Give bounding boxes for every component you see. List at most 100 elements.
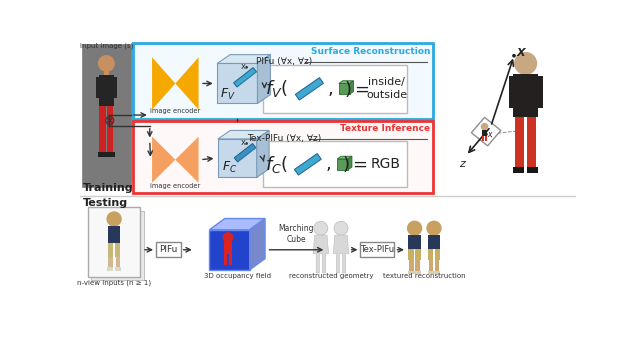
- Bar: [415, 249, 421, 260]
- Polygon shape: [152, 57, 175, 110]
- Circle shape: [513, 54, 515, 57]
- Bar: [408, 270, 415, 274]
- Bar: [106, 152, 115, 157]
- Polygon shape: [234, 68, 257, 87]
- Circle shape: [107, 212, 121, 226]
- Polygon shape: [209, 218, 265, 230]
- Polygon shape: [294, 154, 321, 175]
- Text: reconstructed geometry: reconstructed geometry: [289, 273, 373, 279]
- Bar: [409, 260, 414, 270]
- Bar: [116, 257, 120, 267]
- Bar: [113, 76, 117, 98]
- Text: image encoder: image encoder: [150, 183, 200, 189]
- Bar: [224, 242, 232, 254]
- Bar: [132, 121, 433, 193]
- Bar: [428, 249, 433, 260]
- Text: Training: Training: [83, 183, 134, 193]
- Bar: [429, 260, 433, 270]
- Circle shape: [314, 221, 328, 235]
- Polygon shape: [472, 117, 501, 146]
- Text: $f_V($: $f_V($: [266, 78, 289, 99]
- Text: inside/
outside: inside/ outside: [366, 77, 408, 101]
- Text: Tex-PIFu (∀x, ∀z): Tex-PIFu (∀x, ∀z): [246, 134, 321, 143]
- Text: z: z: [459, 159, 465, 169]
- Bar: [95, 76, 99, 98]
- Polygon shape: [250, 218, 265, 270]
- Polygon shape: [152, 136, 175, 183]
- Bar: [83, 44, 131, 187]
- Bar: [434, 270, 440, 274]
- Bar: [108, 243, 113, 257]
- Bar: [108, 257, 113, 267]
- Text: ': ': [491, 135, 492, 140]
- Text: $F_V$: $F_V$: [220, 87, 236, 102]
- Polygon shape: [218, 131, 269, 139]
- Text: $\otimes$: $\otimes$: [103, 114, 116, 128]
- Bar: [115, 267, 121, 271]
- Text: PIFu: PIFu: [159, 245, 177, 254]
- Text: PIFu (∀x, ∀z): PIFu (∀x, ∀z): [256, 57, 312, 66]
- Text: $f_C($: $f_C($: [265, 154, 289, 175]
- Circle shape: [481, 124, 488, 130]
- Bar: [99, 75, 114, 106]
- Text: n-view inputs (n ≥ 1): n-view inputs (n ≥ 1): [77, 280, 151, 286]
- Text: $,$: $,$: [325, 155, 331, 173]
- Bar: [131, 48, 134, 183]
- Polygon shape: [175, 57, 198, 110]
- Text: RGB: RGB: [371, 157, 401, 171]
- Bar: [91, 210, 143, 280]
- Text: textured reconstruction: textured reconstruction: [383, 273, 465, 279]
- Circle shape: [515, 53, 536, 74]
- Polygon shape: [257, 55, 270, 104]
- Bar: [513, 166, 524, 173]
- Circle shape: [246, 143, 247, 144]
- Polygon shape: [348, 156, 352, 170]
- Text: $F_C$: $F_C$: [222, 160, 237, 175]
- Text: x: x: [241, 62, 246, 71]
- Bar: [485, 136, 487, 141]
- Text: $,$: $,$: [326, 80, 333, 98]
- Bar: [415, 270, 421, 274]
- Polygon shape: [175, 136, 198, 183]
- Polygon shape: [234, 143, 256, 162]
- Bar: [218, 139, 257, 177]
- Bar: [513, 74, 538, 117]
- Circle shape: [408, 221, 422, 235]
- Bar: [415, 260, 420, 270]
- Bar: [339, 83, 349, 94]
- Text: $) =$: $) =$: [344, 79, 369, 99]
- Text: Testing: Testing: [83, 198, 128, 208]
- Bar: [428, 270, 434, 274]
- Text: Surface Reconstruction: Surface Reconstruction: [311, 46, 430, 55]
- Polygon shape: [237, 70, 259, 87]
- Bar: [263, 141, 407, 187]
- Bar: [217, 64, 257, 104]
- Bar: [98, 152, 106, 157]
- Bar: [132, 43, 433, 119]
- Bar: [482, 130, 487, 136]
- Polygon shape: [217, 55, 270, 64]
- Text: X: X: [516, 49, 525, 58]
- Bar: [435, 260, 440, 270]
- Bar: [360, 242, 394, 258]
- Circle shape: [334, 221, 348, 235]
- Bar: [107, 106, 113, 152]
- Bar: [115, 243, 120, 257]
- Bar: [527, 166, 538, 173]
- Polygon shape: [313, 235, 328, 273]
- Polygon shape: [298, 158, 324, 175]
- Bar: [108, 226, 120, 243]
- Polygon shape: [339, 81, 353, 83]
- Circle shape: [223, 233, 233, 242]
- Bar: [224, 254, 227, 265]
- Text: Texture Inference: Texture Inference: [340, 124, 430, 133]
- Bar: [515, 117, 524, 166]
- Polygon shape: [257, 131, 269, 177]
- Bar: [408, 249, 414, 260]
- Bar: [527, 117, 536, 166]
- Polygon shape: [300, 82, 326, 100]
- Bar: [229, 254, 232, 265]
- Text: image encoder: image encoder: [150, 108, 200, 114]
- Text: x: x: [241, 138, 246, 147]
- Polygon shape: [295, 77, 323, 100]
